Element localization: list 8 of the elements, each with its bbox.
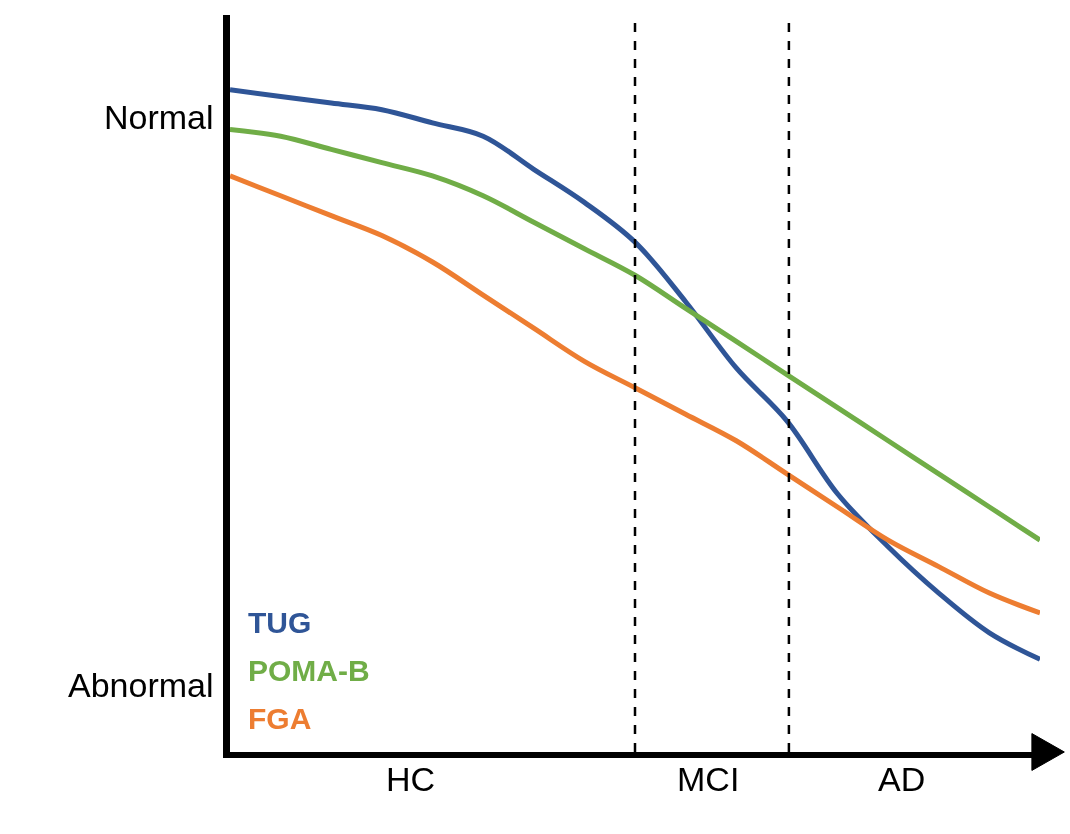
text: FGA bbox=[248, 702, 312, 735]
text: MCI bbox=[677, 760, 740, 798]
text: Normal bbox=[104, 98, 214, 136]
text: TUG bbox=[248, 606, 312, 639]
text: AD bbox=[878, 760, 926, 798]
text: POMA-B bbox=[248, 654, 370, 687]
text: HC bbox=[386, 760, 436, 798]
text: Abnormal bbox=[68, 666, 214, 704]
